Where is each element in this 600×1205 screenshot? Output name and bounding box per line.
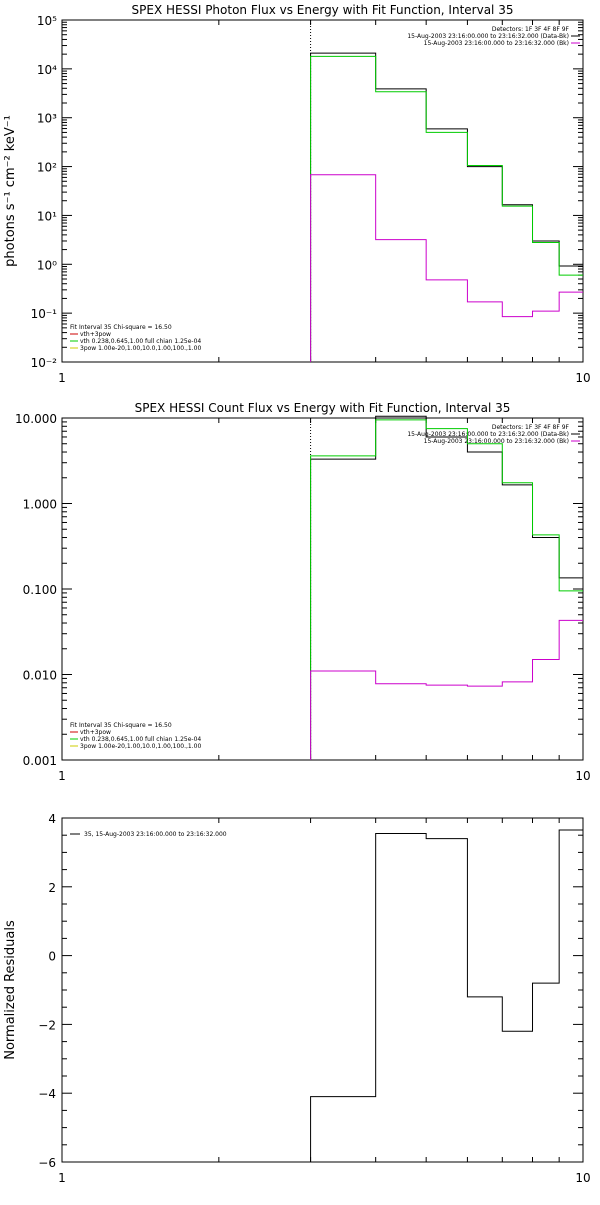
- x-tick-label-2: 10: [575, 1171, 590, 1185]
- y-tick-label-0: 10⁵: [37, 14, 57, 28]
- y-tick-label-0: 10²: [37, 161, 57, 175]
- y-tick-label-1: 0.010: [23, 669, 57, 683]
- y-tick-label-0: 10⁰: [37, 258, 57, 272]
- legend-entry-0: 3pow 1.00e-20,1.00,10.0,1.00,100.,1.00: [80, 345, 201, 352]
- series-line-0-2: [310, 174, 583, 362]
- y-tick-label-0: 10³: [37, 112, 57, 126]
- y-tick-label-2: 0: [48, 950, 56, 964]
- y-tick-label-1: 0.001: [23, 754, 57, 768]
- x-tick-label-0: 10: [575, 371, 590, 385]
- info-line-0: 15-Aug-2003 23:16:00.000 to 23:16:32.000…: [407, 33, 569, 40]
- y-axis-label-2: Normalized Residuals: [3, 920, 18, 1060]
- y-tick-label-1: 0.100: [23, 583, 57, 597]
- chart-title-1: SPEX HESSI Count Flux vs Energy with Fit…: [135, 401, 511, 415]
- y-tick-label-2: 2: [48, 881, 56, 895]
- y-tick-label-2: 4: [48, 812, 56, 826]
- info-line-0: 15-Aug-2003 23:16:00.000 to 23:16:32.000…: [424, 40, 569, 47]
- legend-entry-1: 3pow 1.00e-20,1.00,10.0,1.00,100.,1.00: [80, 743, 201, 750]
- y-axis-label-0: photons s⁻¹ cm⁻² keV⁻¹: [3, 115, 18, 267]
- series-line-2-0: [310, 829, 583, 1162]
- legend-entry-1: Fit Interval 35 Chi-square = 16.50: [70, 722, 172, 729]
- plot-frame-2: [61, 817, 584, 1163]
- series-line-0-0: [310, 52, 583, 362]
- legend-entry-0: Fit Interval 35 Chi-square = 16.50: [70, 324, 172, 331]
- y-tick-label-2: −2: [38, 1018, 56, 1032]
- series-line-1-1: [310, 419, 583, 760]
- y-tick-label-0: 10⁻²: [31, 356, 58, 370]
- x-tick-label-0: 1: [58, 371, 66, 385]
- legend-entry-0: vth 0.238,0.645,1.00 full chian 1.25e-04: [80, 338, 201, 345]
- legend-entry-0: vth+3pow: [80, 331, 111, 338]
- plot-frame-0: [61, 19, 584, 363]
- y-tick-label-1: 1.000: [23, 498, 57, 512]
- info-line-1: 15-Aug-2003 23:16:00.000 to 23:16:32.000…: [424, 438, 569, 445]
- y-tick-label-2: −6: [38, 1156, 56, 1170]
- chart-title-0: SPEX HESSI Photon Flux vs Energy with Fi…: [132, 3, 514, 17]
- y-tick-label-0: 10⁻¹: [31, 307, 58, 321]
- series-line-0-1: [310, 55, 583, 362]
- x-tick-label-2: 1: [58, 1171, 66, 1185]
- legend-entry-2: 35, 15-Aug-2003 23:16:00.000 to 23:16:32…: [84, 831, 227, 838]
- info-line-1: Detectors: 1F 3F 4F 8F 9F: [492, 424, 570, 431]
- legend-entry-1: vth 0.238,0.645,1.00 full chian 1.25e-04: [80, 736, 201, 743]
- y-tick-label-0: 10⁴: [37, 63, 57, 77]
- y-tick-label-1: 10.000: [15, 412, 57, 426]
- info-line-1: 15-Aug-2003 23:16:00.000 to 23:16:32.000…: [407, 431, 569, 438]
- x-tick-label-1: 1: [58, 769, 66, 783]
- y-tick-label-2: −4: [38, 1087, 56, 1101]
- info-line-0: Detectors: 1F 3F 4F 8F 9F: [492, 26, 570, 33]
- x-tick-label-1: 10: [575, 769, 590, 783]
- series-line-1-0: [310, 415, 583, 760]
- y-tick-label-0: 10¹: [37, 209, 57, 223]
- series-line-1-2: [310, 619, 583, 760]
- plot-frame-1: [61, 417, 584, 761]
- legend-entry-1: vth+3pow: [80, 729, 111, 736]
